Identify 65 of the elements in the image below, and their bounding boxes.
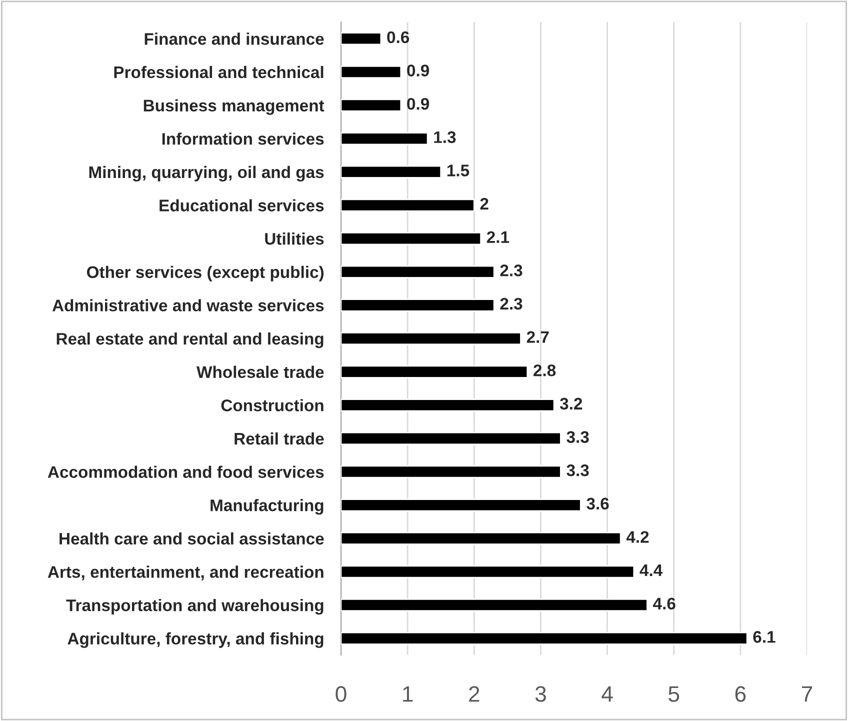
data-label: 3.2 [560, 398, 582, 410]
data-label: 1.5 [447, 164, 470, 176]
bar [341, 198, 475, 212]
x-tick-label: 3 [535, 686, 546, 702]
y-tick-label: Professional and technical [114, 66, 324, 78]
y-tick-label: Information services [162, 132, 324, 145]
bar [341, 232, 482, 246]
y-tick-label: Manufacturing [210, 499, 324, 515]
bar [341, 432, 562, 445]
y-tick-label: Finance and insurance [144, 32, 324, 45]
bar [341, 98, 402, 112]
bar [341, 165, 442, 178]
data-label: 6.1 [753, 631, 776, 643]
bar [341, 332, 522, 346]
y-tick-label: Arts, entertainment, and recreation [48, 566, 324, 580]
data-label: 3.6 [586, 498, 609, 510]
bar [341, 532, 622, 545]
data-label: 2.3 [500, 298, 522, 310]
bar [341, 598, 648, 612]
y-tick-label: Utilities [265, 232, 324, 245]
data-label: 3.3 [566, 431, 589, 443]
data-label: 0.9 [407, 64, 430, 76]
bar [341, 265, 495, 278]
x-tick-label: 7 [802, 686, 812, 702]
bar [341, 565, 635, 578]
x-tick-label: 5 [668, 686, 680, 702]
y-tick-label: Agriculture, forestry, and fishing [68, 632, 324, 648]
data-label: 0.9 [407, 98, 430, 110]
data-label: 2.8 [534, 364, 556, 376]
x-tick-label: 1 [403, 686, 413, 702]
bar [341, 298, 495, 312]
y-tick-label: Transportation and warehousing [66, 598, 324, 615]
y-tick-label: Educational services [160, 199, 324, 212]
x-tick-label: 0 [336, 686, 346, 702]
x-tick-label: 6 [735, 686, 746, 702]
y-tick-label: Retail trade [234, 432, 324, 445]
data-label: 2.3 [500, 264, 522, 276]
y-tick-label: Business management [144, 99, 324, 115]
bar [341, 632, 748, 645]
data-label: 2 [480, 198, 488, 210]
data-label: 2.1 [486, 231, 510, 243]
y-tick-label: Real estate and rental and leasing [56, 332, 324, 348]
data-label: 4.2 [626, 531, 649, 543]
x-tick-label: 2 [469, 686, 480, 702]
data-label: 4.4 [640, 564, 663, 576]
y-tick-label: Administrative and waste services [52, 299, 324, 312]
bar [341, 132, 428, 146]
data-label: 1.3 [434, 131, 456, 144]
data-label: 0.6 [387, 31, 410, 44]
data-label: 4.6 [653, 598, 676, 610]
y-tick-label: Accommodation and food services [48, 466, 324, 478]
bar [341, 465, 562, 478]
x-tick-label: 4 [602, 686, 613, 702]
y-tick-label: Mining, quarrying, oil and gas [89, 166, 324, 182]
bar [341, 365, 528, 378]
bar [341, 398, 555, 412]
bar [341, 65, 402, 78]
y-tick-label: Other services (except public) [86, 266, 324, 282]
y-tick-label: Wholesale trade [196, 366, 324, 378]
data-label: 2.7 [526, 331, 549, 343]
data-label: 3.3 [566, 464, 589, 476]
bar [341, 498, 582, 512]
y-tick-label: Construction [221, 399, 324, 412]
bar [341, 32, 382, 46]
y-tick-label: Health care and social assistance [60, 532, 324, 545]
